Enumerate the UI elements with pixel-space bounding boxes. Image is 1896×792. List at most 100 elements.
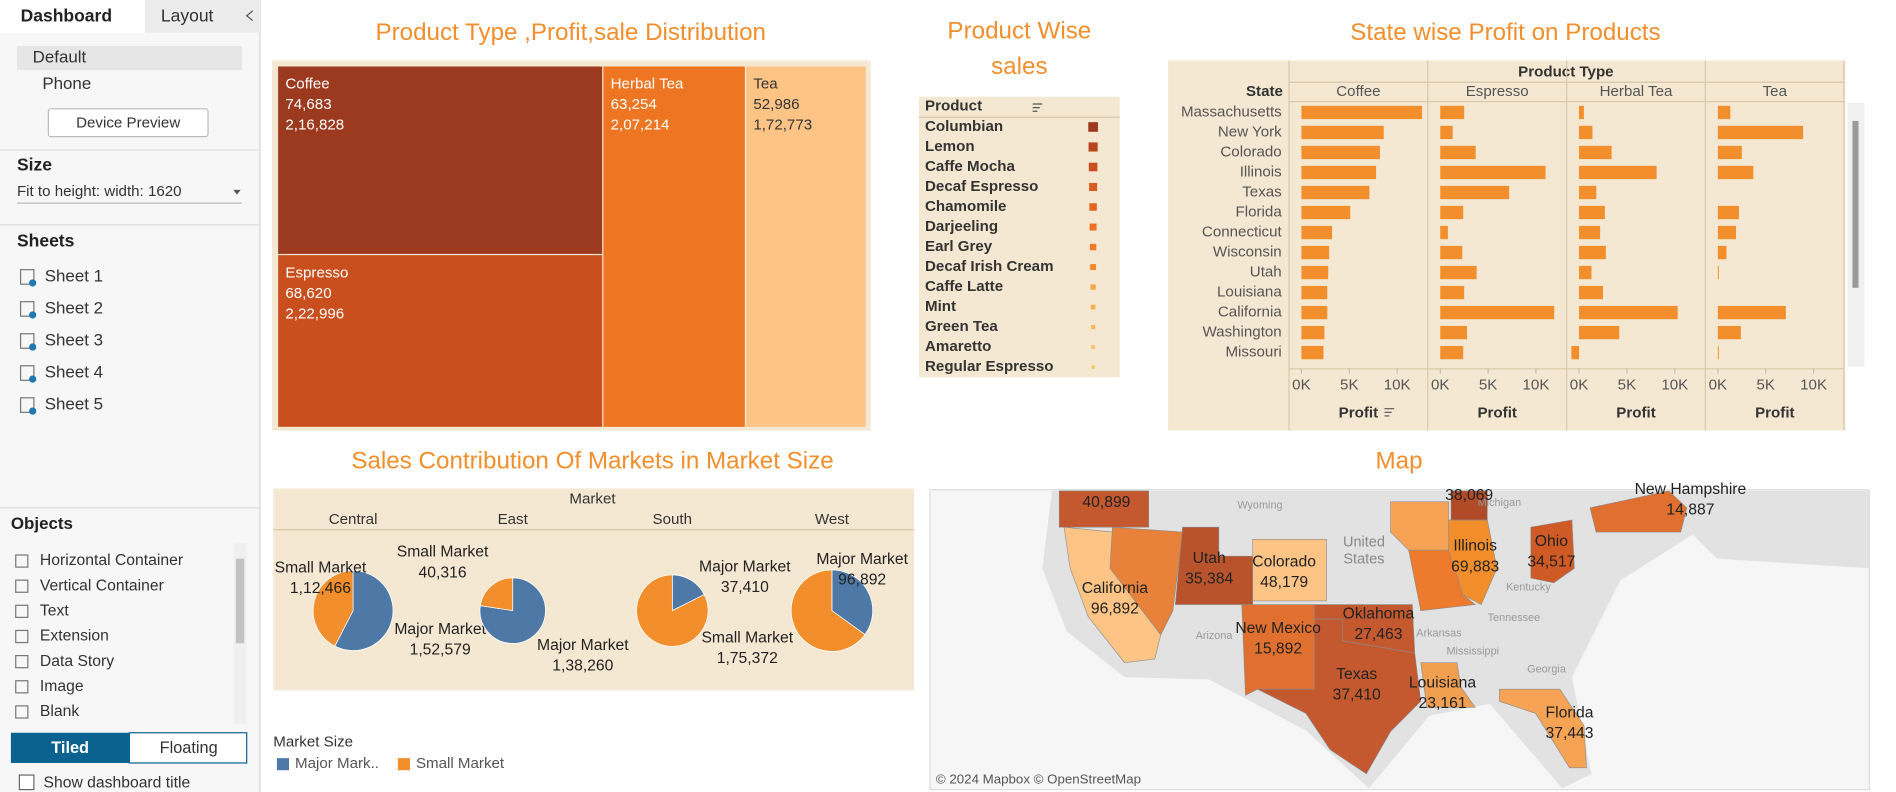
bar (1717, 145, 1742, 160)
device-option[interactable]: Phone (42, 74, 91, 93)
slice-label: Small Market (275, 559, 367, 576)
bar (1440, 265, 1477, 280)
column-title: Product Type (1518, 64, 1613, 81)
sheet-item[interactable]: Sheet 1 (45, 266, 103, 285)
product-square (1090, 284, 1096, 290)
product-name: Green Tea (925, 318, 998, 335)
tiled-button[interactable] (10, 732, 130, 763)
device-selected (16, 45, 242, 71)
object-item[interactable]: Extension (40, 628, 109, 645)
bar (1440, 205, 1464, 220)
x-tick-label: 0K (1431, 377, 1449, 394)
bar (1301, 345, 1324, 360)
object-icon (15, 604, 29, 619)
y-tick-label: Massachusetts (1181, 103, 1282, 120)
object-item[interactable]: Horizontal Container (40, 552, 183, 569)
x-tick-label: 0K (1709, 377, 1727, 394)
slice-value: 1,38,260 (552, 657, 613, 674)
button-label[interactable]: Device Preview (76, 114, 180, 131)
device-preview-button[interactable] (47, 108, 209, 138)
sheet-icon-dot (29, 343, 37, 351)
sheet-icon (19, 301, 35, 317)
product-name: Lemon (925, 138, 975, 155)
state-shape (1450, 490, 1488, 521)
region-value: 40,899 (1082, 494, 1130, 511)
x-tick-label: 0K (1292, 377, 1310, 394)
checkbox-label[interactable]: Show dashboard title (44, 775, 191, 792)
region-name: Oklahoma (1343, 605, 1415, 622)
scrollbar-thumb[interactable] (1852, 120, 1859, 288)
slice-value: 96,892 (838, 572, 886, 589)
slice-value: 1,52,579 (410, 642, 471, 659)
collapse-icon[interactable] (245, 10, 254, 22)
bar (1579, 165, 1657, 180)
base-map-label: United States (1342, 533, 1385, 568)
base-map-label: Michigan (1478, 497, 1522, 509)
product-square (1090, 264, 1097, 270)
product-square (1089, 203, 1097, 211)
product-name: Columbian (925, 118, 1003, 135)
product-name: Darjeeling (925, 218, 998, 235)
y-tick-label: Louisiana (1217, 284, 1282, 301)
panel-title: Product Type ,Profit,sale Distribution (375, 19, 766, 46)
object-icon (15, 680, 29, 694)
bar (1579, 225, 1601, 240)
object-item[interactable]: Image (40, 678, 84, 695)
bar (1579, 145, 1612, 160)
sort-icon (1032, 103, 1043, 112)
bar (1440, 105, 1465, 120)
object-item[interactable]: Data Story (40, 653, 114, 670)
bar (1579, 245, 1606, 260)
tab[interactable]: Dashboard (21, 6, 113, 26)
bar (1717, 265, 1719, 280)
sheet-item[interactable]: Sheet 3 (45, 330, 103, 349)
treemap-cell (278, 255, 603, 427)
button-label[interactable]: Tiled (51, 739, 89, 757)
bar (1440, 225, 1448, 240)
floating-button[interactable] (128, 732, 248, 764)
panel-title: Map (1376, 447, 1423, 474)
sheet-item[interactable]: Sheet 4 (45, 362, 103, 381)
region-value: 34,517 (1527, 553, 1575, 570)
size-dropdown[interactable]: Fit to height: width: 1620 (17, 183, 182, 200)
bar (1717, 165, 1754, 180)
bar (1579, 305, 1678, 320)
tab[interactable]: Layout (161, 6, 214, 26)
slice-value: 1,12,466 (290, 580, 351, 597)
scrollbar-thumb[interactable] (235, 558, 245, 644)
bar (1301, 145, 1380, 160)
panel-title: Sales Contribution Of Markets in Market … (351, 447, 833, 474)
object-item[interactable]: Blank (40, 703, 79, 720)
state-shape (1058, 490, 1150, 528)
sheet-icon-dot (29, 311, 37, 319)
sheet-icon (19, 269, 35, 285)
product-square (1090, 324, 1096, 330)
axis-title: Profit (1616, 405, 1655, 422)
tab-active (0, 0, 146, 33)
tab-inactive (145, 0, 260, 33)
sheet-item[interactable]: Sheet 5 (45, 395, 103, 414)
bar (1440, 305, 1555, 320)
state-shape (1252, 538, 1327, 602)
object-item[interactable]: Vertical Container (40, 577, 164, 594)
x-tick-label: 5K (1756, 377, 1774, 394)
button-label[interactable]: Floating (160, 739, 218, 757)
product-name: Caffe Latte (925, 278, 1003, 295)
region-name: New Hampshire (1635, 481, 1747, 498)
bar (1717, 345, 1719, 360)
sheet-item[interactable]: Sheet 2 (45, 298, 103, 317)
facet-header: West (815, 511, 850, 528)
dropdown-arrow (233, 189, 241, 195)
x-tick-label: 0K (1570, 377, 1588, 394)
checkbox[interactable] (18, 774, 35, 791)
treemap-label: Tea (753, 76, 778, 93)
device-option[interactable]: Default (33, 48, 87, 67)
product-square (1089, 243, 1097, 251)
product-name: Decaf Irish Cream (925, 258, 1053, 275)
facet-title: Market (569, 490, 616, 507)
bar (1571, 345, 1580, 360)
object-item[interactable]: Text (40, 603, 69, 620)
